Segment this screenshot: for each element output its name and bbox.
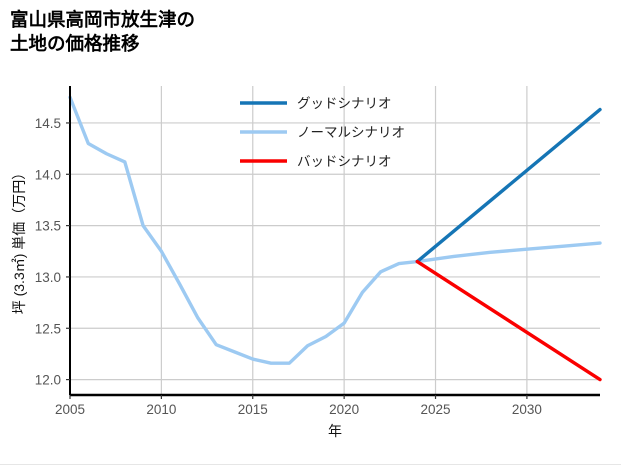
y-axis-title: 坪 (3.3㎡) 単価（万円） xyxy=(11,166,27,315)
legend-label-0: グッドシナリオ xyxy=(297,96,392,111)
x-axis-title: 年 xyxy=(328,423,342,439)
x-tick-label: 2020 xyxy=(329,402,359,417)
y-tick-label: 13.0 xyxy=(35,270,61,285)
x-tick-label: 2005 xyxy=(55,402,85,417)
y-tick-label: 13.5 xyxy=(35,219,61,234)
legend-label-1: ノーマルシナリオ xyxy=(297,125,405,140)
chart-title: 富山県高岡市放生津の 土地の価格推移 xyxy=(10,9,196,54)
y-tick-label: 14.5 xyxy=(35,116,61,131)
x-tick-label: 2015 xyxy=(238,402,268,417)
series-line-ノーマルシナリオ xyxy=(68,95,602,365)
x-axis-tick-labels: 2005 2010 2015 2020 2025 2030 xyxy=(55,402,542,417)
gridlines-horizontal xyxy=(70,122,600,381)
x-tick-label: 2010 xyxy=(146,402,176,417)
x-tick-label: 2025 xyxy=(420,402,450,417)
series-line-グッドシナリオ xyxy=(415,107,602,264)
legend-label-2: バッドシナリオ xyxy=(297,154,392,169)
plot-background xyxy=(70,86,600,395)
y-tick-label: 12.0 xyxy=(35,373,61,388)
y-tick-label: 14.0 xyxy=(35,167,61,182)
y-tick-label: 12.5 xyxy=(35,321,61,336)
y-axis-tick-labels: 12.0 12.5 13.0 13.5 14.0 14.5 xyxy=(35,116,61,388)
x-tick-label: 2030 xyxy=(512,402,542,417)
axis-tickmarks xyxy=(66,122,528,399)
series-line-バッドシナリオ xyxy=(415,259,602,382)
data-series-group xyxy=(68,95,602,382)
